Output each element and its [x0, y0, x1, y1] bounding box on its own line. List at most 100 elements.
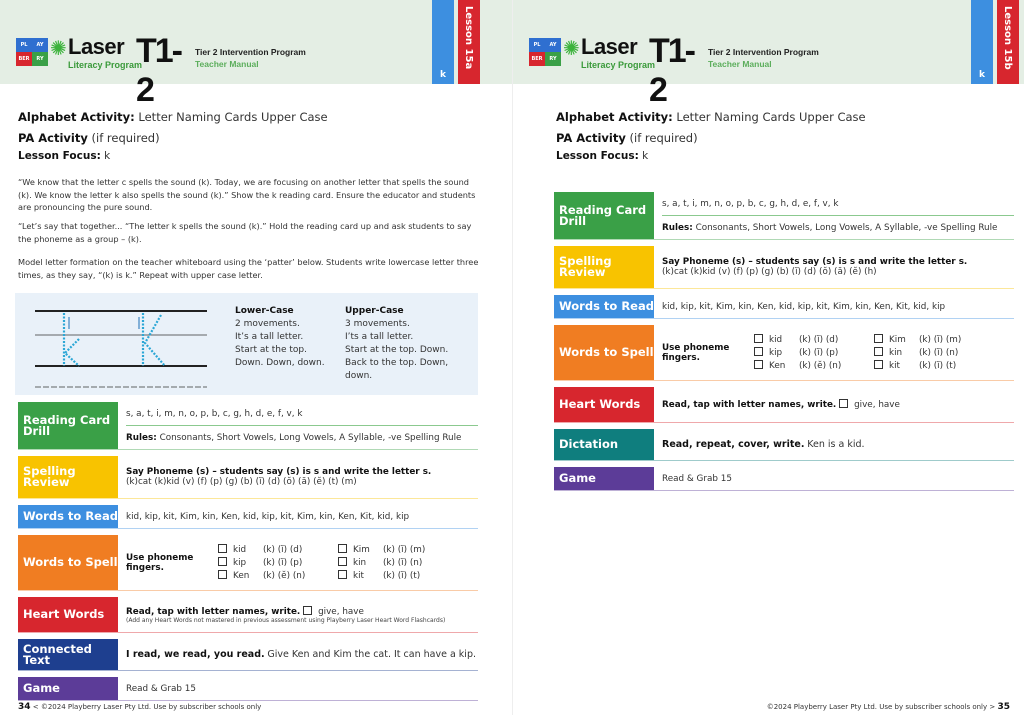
row-label: Game [554, 467, 654, 490]
spell-word-item: kid (k) (ĭ) (d) [754, 334, 874, 345]
level-title: T1-2 [136, 32, 183, 109]
row-label: Reading Card Drill [554, 192, 654, 239]
patter-line: Down. Down, down. [235, 358, 325, 368]
row-label: Game [18, 677, 118, 700]
row-reading-card-drill: Reading Card Drill s, a, t, i, m, n, o, p… [554, 192, 1014, 240]
row-words-to-read: Words to Read kid, kip, kit, Kim, kin, Ke… [18, 505, 478, 529]
puzzle-piece: BER [16, 52, 32, 66]
row-label: Connected Text [18, 639, 118, 670]
row-label: Words to Spell [554, 325, 654, 380]
brand-subtitle: Literacy Program [581, 60, 656, 70]
program-title: Tier 2 Intervention Program [708, 47, 819, 57]
title: Lower-Case [235, 306, 294, 316]
checkbox[interactable] [754, 360, 763, 369]
checkbox[interactable] [218, 570, 227, 579]
lower-case-patter: Lower-Case 2 movements. It’s a tall letter… [235, 305, 325, 370]
brand-name: Laser [68, 34, 125, 59]
lesson-tab[interactable]: Lesson 15a [458, 0, 480, 84]
row-connected-text: Connected Text I read, we read, you read.… [18, 639, 478, 671]
checkbox[interactable] [754, 334, 763, 343]
text: Read & Grab 15 [662, 473, 732, 484]
patter-line: 2 movements. [235, 319, 300, 329]
page-footer: ©2024 Playberry Laser Pty Ltd. Use by su… [767, 702, 1010, 712]
phonemes: (k) (ĭ) (d) [263, 545, 303, 555]
row-dictation: Dictation Read, repeat, cover, write. Ken… [554, 429, 1014, 461]
phonemes: (k) (ĭ) (n) [383, 558, 423, 568]
word: kin [889, 348, 903, 358]
alphabet-activity: Alphabet Activity: Letter Naming Cards U… [18, 110, 328, 124]
label: PA Activity [556, 131, 626, 145]
rules-label: Rules: [126, 432, 157, 443]
checkbox[interactable] [874, 360, 883, 369]
checkbox[interactable] [338, 557, 347, 566]
spell-word-item: kip (k) (ĭ) (p) [754, 347, 874, 358]
row-words-to-spell: Words to Spell Use phoneme fingers. kid (k)… [554, 325, 1014, 381]
text: Give Ken and Kim the cat. It can have a … [267, 649, 476, 660]
row-reading-card-drill: Reading Card Drill s, a, t, i, m, n, o, p… [18, 402, 478, 450]
checkbox[interactable] [338, 544, 347, 553]
puzzle-piece: RY [545, 52, 561, 66]
spell-word-item: Ken (k) (ĕ) (n) [754, 360, 874, 371]
instruction: I read, we read, you read. [126, 649, 265, 660]
row-words-to-spell: Words to Spell Use phoneme fingers. kid (k)… [18, 535, 478, 591]
checkbox[interactable] [839, 399, 849, 408]
row-spelling-review: Spelling Review Say Phoneme (s) – student… [554, 246, 1014, 289]
row-words-to-read: Words to Read kid, kip, kit, Kim, kin, Ke… [554, 295, 1014, 319]
checkbox[interactable] [874, 334, 883, 343]
value: Letter Naming Cards Upper Case [138, 110, 328, 124]
row-heart-words: Heart Words Read, tap with letter names, … [18, 597, 478, 633]
letter-tab[interactable]: k [971, 0, 993, 84]
checkbox[interactable] [338, 570, 347, 579]
laser-logo: PL AY BER RY ✺ Laser Literacy Program T1… [16, 32, 191, 109]
lesson-steps: Reading Card Drill s, a, t, i, m, n, o, p… [18, 402, 478, 707]
spell-word-item: kin (k) (ĭ) (n) [338, 557, 458, 568]
word: kid [769, 335, 783, 345]
right-page: PL AY BER RY ✺ Laser Literacy Program T1… [512, 0, 1024, 715]
row-label: Spelling Review [554, 246, 654, 288]
phonemes: (k) (ĭ) (t) [383, 571, 421, 581]
rules: Consonants, Short Vowels, Long Vowels, A… [159, 432, 462, 443]
rules: Consonants, Short Vowels, Long Vowels, A… [695, 222, 998, 233]
puzzle-piece: AY [545, 38, 561, 52]
page-header: PL AY BER RY ✺ Laser Literacy Program T1… [0, 0, 512, 109]
lesson-tab[interactable]: Lesson 15b [997, 0, 1019, 84]
phonemes: (k) (ĭ) (m) [383, 545, 426, 555]
row-label: Heart Words [554, 387, 654, 422]
checkbox[interactable] [218, 557, 227, 566]
brand-name: Laser [581, 34, 638, 59]
puzzle-piece: RY [32, 52, 48, 66]
puzzle-piece: AY [32, 38, 48, 52]
pa-activity: PA Activity (if required) [18, 131, 160, 145]
sounds: (k)cat (k)kid (v) (f) (p) (g) (b) (ĭ) (d… [662, 267, 877, 277]
word: Kim [353, 545, 370, 555]
patter-line: Start at the top. [235, 345, 307, 355]
value: k [642, 150, 649, 162]
laser-star-icon: ✺ [563, 36, 580, 60]
word: kit [889, 361, 900, 371]
spell-word-item: kit (k) (ĭ) (t) [338, 570, 458, 581]
letter-tab[interactable]: k [432, 0, 454, 84]
text: Ken is a kid. [807, 439, 865, 450]
row-label: Words to Read [554, 295, 654, 318]
checkbox[interactable] [303, 605, 313, 615]
checkbox[interactable] [218, 544, 227, 553]
title: Upper-Case [345, 306, 404, 316]
spell-word-item: Kim (k) (ĭ) (m) [874, 334, 994, 345]
word: kip [769, 348, 783, 358]
checkbox[interactable] [874, 347, 883, 356]
phonemes: (k) (ĭ) (p) [799, 348, 839, 358]
manual-title: Teacher Manual [708, 59, 772, 69]
instruction: Read, repeat, cover, write. [662, 439, 805, 450]
letters: s, a, t, i, m, n, o, p, b, c, g, h, d, e… [662, 192, 1014, 216]
word: Ken [769, 361, 786, 371]
lesson-steps: Reading Card Drill s, a, t, i, m, n, o, p… [554, 192, 1014, 497]
checkbox[interactable] [754, 347, 763, 356]
alphabet-activity: Alphabet Activity: Letter Naming Cards U… [556, 110, 866, 124]
instruction: Use phoneme fingers. [662, 342, 730, 363]
patter-line: down. [345, 371, 373, 381]
sounds: (k)cat (k)kid (v) (f) (p) (g) (b) (ĭ) (d… [126, 477, 357, 487]
spell-word-item: kid (k) (ĭ) (d) [218, 544, 338, 555]
row-label: Dictation [554, 429, 654, 460]
row-spelling-review: Spelling Review Say Phoneme (s) – student… [18, 456, 478, 499]
puzzle-piece: PL [16, 38, 32, 52]
